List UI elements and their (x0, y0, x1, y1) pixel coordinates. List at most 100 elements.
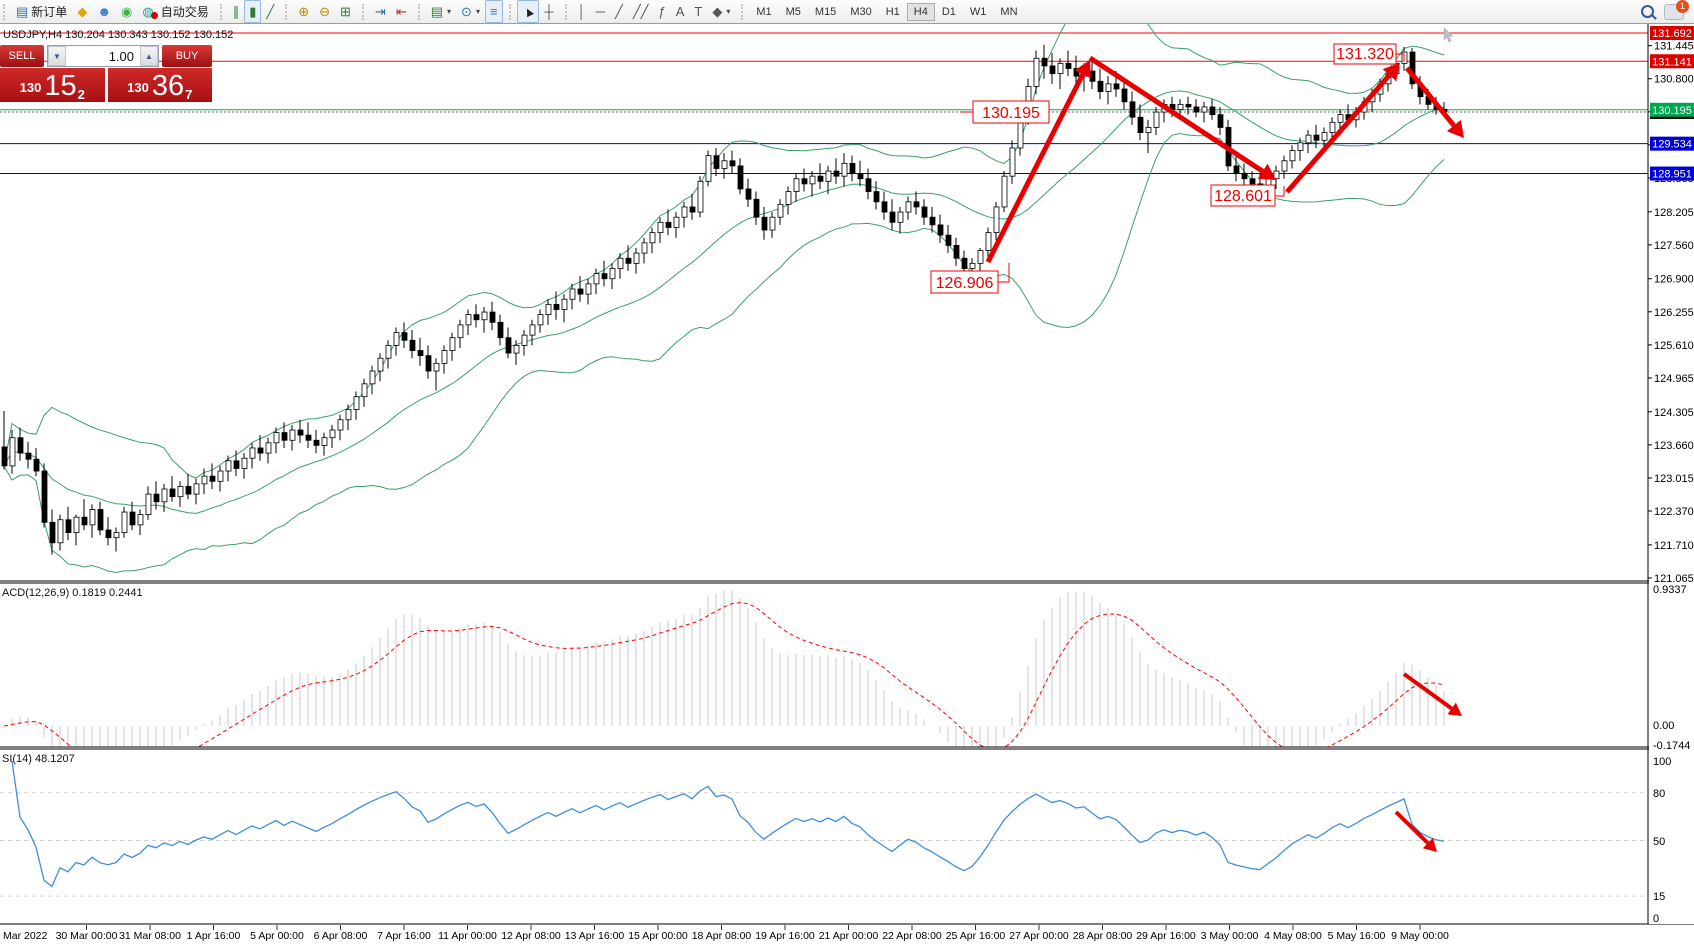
tile-windows-button[interactable]: ⊞ (335, 0, 356, 23)
text-button[interactable]: A (671, 0, 690, 23)
time-tick-label: 19 Apr 16:00 (755, 930, 815, 942)
trend-arrow[interactable] (985, 60, 1091, 264)
equidistant-channel-button[interactable]: ╱╱ (628, 0, 654, 23)
cursor-button[interactable]: ▲ (516, 0, 540, 23)
new-chart-button[interactable]: ▤ ▾ (426, 0, 456, 23)
chart-shift-button[interactable]: ⇤ (391, 0, 412, 23)
macd-panel[interactable] (3, 590, 1462, 785)
time-tick-label: 27 Apr 00:00 (1009, 930, 1069, 942)
price-annotation[interactable]: 126.906 (930, 263, 1010, 294)
arrows-icon: ◆ (712, 4, 723, 19)
main-chart-panel[interactable]: 130.195 126.906 128.601 131.320 (0, 0, 1648, 573)
one-click-trading-panel: SELL ▼ 1.00 ▲ BUY 130 15 2 130 36 7 (0, 45, 212, 102)
price-annotation[interactable]: 128.601 (1210, 184, 1285, 207)
time-tick-label: 22 Apr 08:00 (882, 930, 942, 942)
vertical-line-button[interactable]: │ (573, 0, 591, 23)
rsi-panel[interactable] (0, 760, 1648, 897)
trend-arrow[interactable] (1402, 672, 1462, 716)
fibonacci-button[interactable]: ƒ (653, 0, 670, 23)
macd-axis-label: 0.9337 (1653, 584, 1687, 596)
volume-stepper[interactable]: ▼ 1.00 ▲ (47, 45, 159, 67)
timeframe-button-d1[interactable]: D1 (941, 5, 956, 18)
chevron-down-icon[interactable]: ▾ (726, 7, 731, 16)
svg-text:126.906: 126.906 (936, 275, 994, 292)
trend-arrow[interactable] (1394, 810, 1437, 852)
toolbar-group: ⇥ ⇤ (367, 0, 415, 23)
timeframe-toolbar: M1 M5 M15 M30 H1 H4 D1 W1 MN (746, 0, 1027, 23)
new-order-button-label: 新订单 (31, 5, 68, 19)
macd-axis-label: -0.1744 (1653, 740, 1690, 752)
chart-ohlc-title: USDJPY,H4 130.204 130.343 130.152 130.15… (3, 29, 234, 41)
new-order-button[interactable]: ▤ 新订单 (11, 0, 72, 23)
timeframe-button-m5[interactable]: M5 (785, 5, 801, 18)
price-line-label: 131.141 (1652, 56, 1692, 68)
timeframe-button-m15[interactable]: M15 (814, 5, 837, 18)
zoom-in-button[interactable]: ⊕ (293, 0, 314, 23)
time-tick-label: 9 May 00:00 (1391, 930, 1449, 942)
text-label-icon: T (694, 4, 703, 19)
volume-value[interactable]: 1.00 (108, 48, 134, 64)
time-tick-label: 4 May 08:00 (1264, 930, 1322, 942)
autotrading-button[interactable]: ◍ 自动交易 (137, 0, 213, 23)
search-icon[interactable] (1641, 5, 1654, 18)
macd-indicator-label: ACD(12,26,9) 0.1819 0.2441 (2, 587, 143, 599)
line-chart-button[interactable]: ╱ (261, 0, 279, 23)
arrows-button[interactable]: ◆ ▾ (707, 0, 735, 23)
chevron-down-icon[interactable]: ▾ (475, 7, 480, 16)
chat-icon[interactable]: 1 (1664, 0, 1689, 20)
rsi-axis-label: 15 (1653, 891, 1665, 903)
rsi-line (11, 760, 1445, 888)
price-tick-label: 124.305 (1654, 407, 1694, 419)
price-tick-label: 122.370 (1654, 506, 1694, 518)
periods-button[interactable]: ⊙ ▾ (456, 0, 485, 23)
timeframe-button-w1[interactable]: W1 (969, 5, 987, 18)
horizontal-line-button[interactable]: ─ (591, 0, 610, 23)
sell-price[interactable]: 130 15 2 (0, 68, 105, 102)
timeframe-button-m30[interactable]: M30 (850, 5, 872, 18)
text-label-button[interactable]: T (689, 0, 707, 23)
signals-button[interactable]: ◉ (116, 0, 137, 23)
timeframe-button-h4[interactable]: H4 (906, 2, 935, 21)
community-button[interactable]: ☻ (92, 0, 116, 23)
trendline-button[interactable]: ╱ (610, 0, 628, 23)
buy-price[interactable]: 130 36 7 (107, 68, 212, 102)
candles-layer[interactable] (1, 44, 1448, 555)
timeframe-button-m1[interactable]: M1 (756, 5, 772, 18)
trend-arrow[interactable] (1285, 63, 1400, 194)
macd-histogram (11, 590, 1445, 747)
auto-scroll-button[interactable]: ⇥ (370, 0, 391, 23)
time-tick-label: 6 Apr 08:00 (314, 930, 368, 942)
trend-arrow[interactable] (1088, 55, 1276, 180)
zoom-out-button[interactable]: ⊖ (314, 0, 335, 23)
buy-button[interactable]: BUY (162, 45, 212, 67)
volume-increase-button[interactable]: ▲ (140, 46, 158, 66)
indicators-button[interactable]: ≡ (484, 0, 503, 23)
price-tick-label: 126.900 (1654, 274, 1694, 286)
crosshair-button[interactable]: ┼ (539, 0, 558, 23)
toolbar-group: ⊕ ⊖ ⊞ (290, 0, 359, 23)
price-tick-label: 121.065 (1654, 573, 1694, 585)
price-annotation[interactable]: 131.320 (1333, 43, 1405, 65)
toolbar-right: 1 (1641, 0, 1694, 20)
price-axis[interactable]: 131.445130.800130.155129.510128.865128.2… (1647, 24, 1694, 925)
price-tick-label: 124.965 (1654, 373, 1694, 385)
volume-decrease-button[interactable]: ▼ (48, 46, 66, 66)
trend-arrow[interactable] (1405, 66, 1464, 138)
time-axis[interactable]: Mar 2022 30 Mar 00:00 31 Mar 08:00 1 Apr 16… (3, 925, 1449, 942)
bar-chart-button[interactable]: ∥ (228, 0, 245, 23)
price-annotation[interactable]: 130.195 (960, 100, 1050, 124)
time-tick-label: 25 Apr 16:00 (946, 930, 1006, 942)
crosshair-icon: ┼ (544, 4, 554, 19)
timeframe-button-mn[interactable]: MN (1000, 5, 1018, 18)
timeframe-button-h1[interactable]: H1 (885, 5, 900, 18)
chart-crayon-button[interactable]: ◆ (72, 0, 92, 23)
chevron-down-icon[interactable]: ▾ (447, 7, 452, 16)
sell-button[interactable]: SELL (0, 45, 44, 67)
time-tick-label: 13 Apr 16:00 (565, 930, 625, 942)
time-tick-label: 5 May 16:00 (1328, 930, 1386, 942)
community-icon: ☻ (97, 4, 111, 19)
candlestick-chart-button[interactable]: ▮ (244, 0, 262, 23)
mouse-cursor (1443, 27, 1454, 43)
bollinger-upper-band (3, 24, 1445, 479)
